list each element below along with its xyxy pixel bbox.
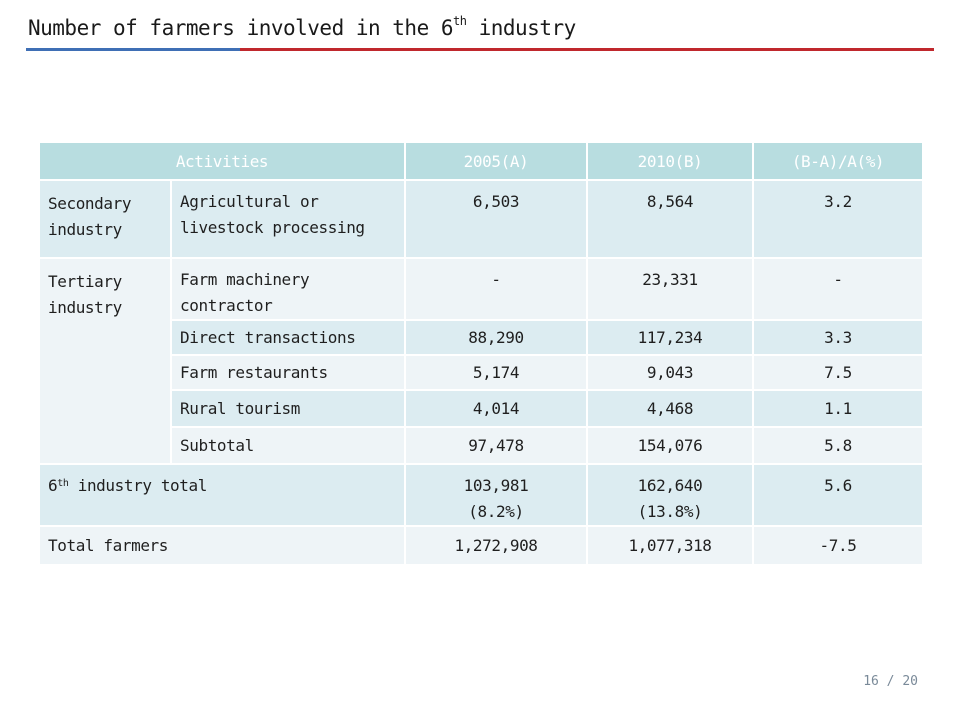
row-label: Rural tourism bbox=[170, 389, 406, 428]
value-2005: 103,981 (8.2%) bbox=[404, 463, 588, 527]
table-row: Total farmers 1,272,908 1,077,318 -7.5 bbox=[38, 525, 924, 566]
row-label: Farm restaurants bbox=[170, 354, 406, 391]
table-header-row: Activities 2005(A) 2010(B) (B-A)/A(%) bbox=[38, 141, 924, 181]
table-row: 6th industry total 103,981 (8.2%) 162,640… bbox=[38, 463, 924, 527]
total-farmers-label: Total farmers bbox=[38, 525, 406, 566]
table-row: Secondary industry Agricultural or lives… bbox=[38, 179, 924, 259]
value-2010: 9,043 bbox=[586, 354, 754, 391]
value-2010: 1,077,318 bbox=[586, 525, 754, 566]
value-pct: 3.3 bbox=[752, 319, 924, 356]
title-suffix: industry bbox=[466, 16, 577, 40]
header-2005: 2005(A) bbox=[404, 141, 588, 181]
header-activities: Activities bbox=[38, 141, 406, 181]
value-pct: -7.5 bbox=[752, 525, 924, 566]
row-label: Subtotal bbox=[170, 426, 406, 465]
value-pct: 5.8 bbox=[752, 426, 924, 465]
value-2010: 154,076 bbox=[586, 426, 754, 465]
value-2010: 117,234 bbox=[586, 319, 754, 356]
value-2005-count: 103,981 bbox=[463, 476, 529, 495]
sixth-industry-total-label: 6th industry total bbox=[38, 463, 406, 527]
value-2010: 23,331 bbox=[586, 257, 754, 321]
table-row: Tertiary industry Farm machinery contrac… bbox=[38, 257, 924, 465]
value-2005-share: (8.2%) bbox=[468, 502, 524, 521]
value-pct: 1.1 bbox=[752, 389, 924, 428]
header-2010: 2010(B) bbox=[586, 141, 754, 181]
header-change-pct: (B-A)/A(%) bbox=[752, 141, 924, 181]
value-pct: 7.5 bbox=[752, 354, 924, 391]
row-label: Direct transactions bbox=[170, 319, 406, 356]
value-2005: 5,174 bbox=[404, 354, 588, 391]
value-2005: 4,014 bbox=[404, 389, 588, 428]
value-pct: - bbox=[752, 257, 924, 321]
value-pct: 3.2 bbox=[752, 179, 924, 259]
value-2010: 8,564 bbox=[586, 179, 754, 259]
table-row: Subtotal 97,478 154,076 5.8 bbox=[39, 426, 924, 465]
page-number: 16 / 20 bbox=[863, 674, 918, 689]
table-row: Farm restaurants 5,174 9,043 7.5 bbox=[39, 354, 924, 391]
row-label: Farm machinery contractor bbox=[170, 257, 406, 321]
category-secondary: Secondary industry bbox=[38, 179, 172, 259]
value-2005: 6,503 bbox=[404, 179, 588, 259]
sixth-prefix: 6 bbox=[48, 476, 58, 495]
title-underline-blue bbox=[26, 48, 240, 51]
value-2005: 1,272,908 bbox=[404, 525, 588, 566]
value-2005: 88,290 bbox=[404, 319, 588, 356]
category-tertiary: Tertiary industry bbox=[38, 257, 172, 465]
value-2010: 4,468 bbox=[586, 389, 754, 428]
table-row: Direct transactions 88,290 117,234 3.3 bbox=[39, 319, 924, 356]
sixth-superscript: th bbox=[57, 478, 69, 489]
value-pct: 5.6 bbox=[752, 463, 924, 527]
slide-title: Number of farmers involved in the 6th in… bbox=[28, 14, 577, 40]
table-row: Rural tourism 4,014 4,468 1.1 bbox=[39, 389, 924, 428]
farmers-table: Activities 2005(A) 2010(B) (B-A)/A(%) Se… bbox=[38, 141, 924, 566]
sixth-suffix: industry total bbox=[68, 476, 208, 495]
title-prefix: Number of farmers involved in the 6 bbox=[28, 16, 454, 40]
title-underline-red bbox=[240, 48, 934, 51]
value-2010-share: (13.8%) bbox=[637, 502, 703, 521]
value-2005: - bbox=[404, 257, 588, 321]
value-2005: 97,478 bbox=[404, 426, 588, 465]
value-2010-count: 162,640 bbox=[637, 476, 703, 495]
value-2010: 162,640 (13.8%) bbox=[586, 463, 754, 527]
row-label: Agricultural or livestock processing bbox=[170, 179, 406, 259]
title-superscript: th bbox=[453, 14, 467, 28]
